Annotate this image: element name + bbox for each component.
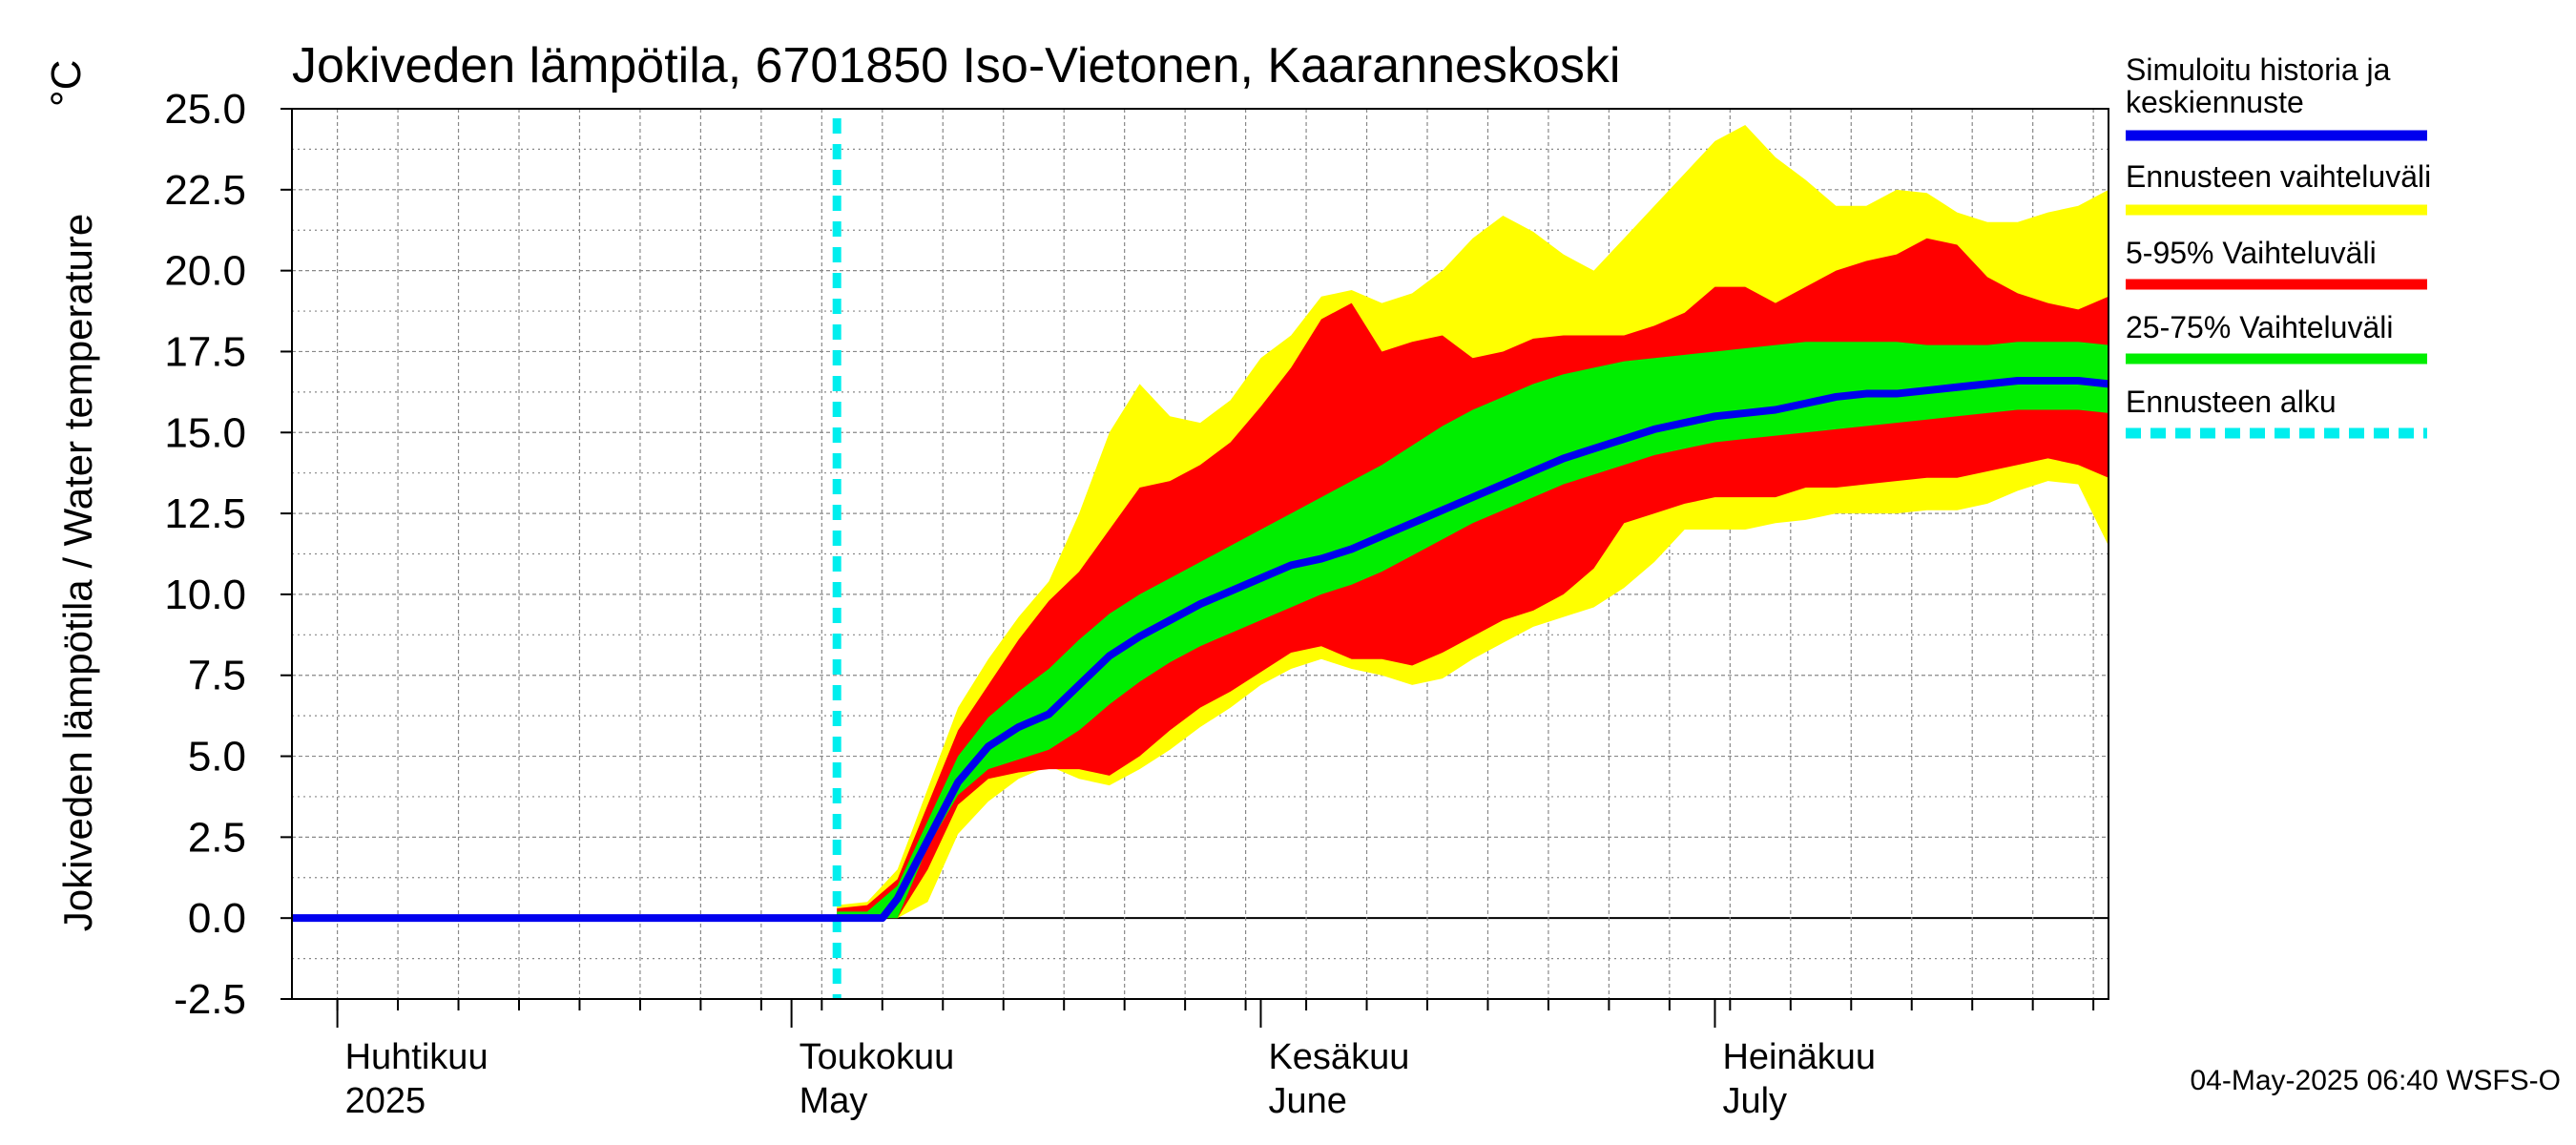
month-label-en: July bbox=[1722, 1081, 1787, 1121]
legend-label: 25-75% Vaihteluväli bbox=[2126, 310, 2393, 344]
month-label-fi: Heinäkuu bbox=[1722, 1037, 1876, 1077]
y-tick-label: 17.5 bbox=[164, 328, 246, 375]
y-tick-label: 25.0 bbox=[164, 86, 246, 133]
legend-label: Simuloitu historia ja bbox=[2126, 52, 2391, 87]
median-line bbox=[292, 376, 2109, 923]
y-tick-label: 10.0 bbox=[164, 572, 246, 618]
month-label-en: June bbox=[1268, 1081, 1346, 1121]
y-tick-label: 20.0 bbox=[164, 248, 246, 295]
y-tick-label: 22.5 bbox=[164, 167, 246, 214]
y-tick-label: 0.0 bbox=[188, 895, 246, 942]
legend-label: Ennusteen vaihteluväli bbox=[2126, 159, 2431, 194]
month-label-en: May bbox=[800, 1081, 868, 1121]
y-tick-label: 5.0 bbox=[188, 734, 246, 781]
y-tick-label: -2.5 bbox=[174, 976, 246, 1023]
y-tick-label: 2.5 bbox=[188, 814, 246, 861]
plot-frame bbox=[291, 108, 2109, 1000]
legend-label: 5-95% Vaihteluväli bbox=[2126, 236, 2377, 270]
chart-title: Jokiveden lämpötila, 6701850 Iso-Vietone… bbox=[292, 38, 1620, 94]
month-label-fi: Huhtikuu bbox=[345, 1037, 488, 1077]
y-tick-label: 12.5 bbox=[164, 490, 246, 537]
axes-text: 25.0 22.5 20.0 17.5 15.0 12.5 10.0 7.5 5.0 2.5 0.0… bbox=[164, 86, 2095, 1121]
unit-label: °C bbox=[43, 60, 90, 107]
footer-timestamp: 04-May-2025 06:40 WSFS-O bbox=[2191, 1065, 2562, 1096]
bands bbox=[837, 124, 2109, 919]
month-label-en: 2025 bbox=[345, 1081, 426, 1121]
legend-label: Ennusteen alku bbox=[2126, 385, 2337, 419]
y-tick-label: 15.0 bbox=[164, 409, 246, 456]
lines bbox=[292, 118, 2109, 999]
legend-label-2: keskiennuste bbox=[2126, 85, 2304, 119]
month-label-fi: Kesäkuu bbox=[1268, 1037, 1409, 1077]
y-tick-label: 7.5 bbox=[188, 653, 246, 699]
y-axis-label: Jokiveden lämpötila / Water temperature bbox=[55, 214, 100, 931]
month-label-fi: Toukokuu bbox=[800, 1037, 955, 1077]
band-p25_75 bbox=[837, 342, 2109, 919]
